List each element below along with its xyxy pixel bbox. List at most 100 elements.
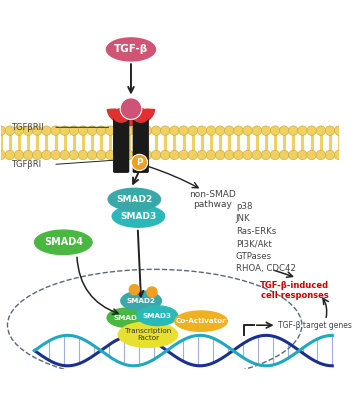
Circle shape — [97, 126, 106, 135]
Circle shape — [60, 126, 69, 135]
Circle shape — [280, 150, 289, 160]
Ellipse shape — [34, 230, 92, 254]
Circle shape — [170, 150, 179, 160]
Circle shape — [334, 126, 344, 135]
Text: Ras-ERKs: Ras-ERKs — [236, 227, 276, 236]
Circle shape — [0, 150, 5, 160]
Ellipse shape — [112, 205, 165, 227]
Circle shape — [106, 126, 115, 135]
Text: SMAD4: SMAD4 — [44, 237, 83, 247]
Text: SMAD2: SMAD2 — [116, 195, 152, 204]
Circle shape — [133, 150, 143, 160]
Circle shape — [14, 126, 24, 135]
Circle shape — [206, 150, 216, 160]
Circle shape — [216, 126, 225, 135]
Circle shape — [115, 150, 124, 160]
Circle shape — [289, 150, 298, 160]
Text: Transcription
Factor: Transcription Factor — [125, 328, 171, 341]
Ellipse shape — [113, 109, 129, 122]
Ellipse shape — [108, 188, 160, 210]
Circle shape — [151, 126, 161, 135]
Circle shape — [142, 126, 152, 135]
Circle shape — [23, 126, 33, 135]
Text: TGFβRI: TGFβRI — [11, 160, 41, 169]
Circle shape — [243, 126, 252, 135]
Circle shape — [131, 154, 147, 170]
Circle shape — [188, 150, 197, 160]
Circle shape — [325, 126, 335, 135]
Text: Co-Activator: Co-Activator — [176, 318, 227, 324]
Circle shape — [69, 126, 79, 135]
Circle shape — [142, 150, 152, 160]
Circle shape — [33, 150, 42, 160]
Circle shape — [316, 150, 326, 160]
FancyArrowPatch shape — [77, 257, 118, 314]
Circle shape — [160, 126, 170, 135]
Ellipse shape — [107, 308, 150, 328]
Circle shape — [280, 126, 289, 135]
Circle shape — [225, 150, 234, 160]
Text: PI3K/Akt: PI3K/Akt — [236, 239, 272, 248]
Circle shape — [42, 150, 51, 160]
Circle shape — [115, 126, 124, 135]
Circle shape — [129, 284, 139, 295]
Circle shape — [78, 150, 88, 160]
Circle shape — [316, 126, 326, 135]
Circle shape — [87, 150, 97, 160]
Circle shape — [179, 150, 188, 160]
Circle shape — [270, 150, 280, 160]
Circle shape — [5, 126, 15, 135]
Circle shape — [216, 150, 225, 160]
Circle shape — [106, 150, 115, 160]
Text: TGF-β: TGF-β — [114, 44, 148, 54]
Circle shape — [147, 287, 157, 297]
Circle shape — [298, 150, 307, 160]
Circle shape — [51, 150, 60, 160]
Circle shape — [325, 150, 335, 160]
Ellipse shape — [106, 38, 155, 61]
Circle shape — [307, 126, 317, 135]
Circle shape — [261, 126, 271, 135]
Text: TGFβRII: TGFβRII — [11, 123, 44, 132]
Circle shape — [252, 126, 261, 135]
Circle shape — [87, 126, 97, 135]
Circle shape — [97, 150, 106, 160]
Text: SMAD2: SMAD2 — [127, 298, 156, 304]
Circle shape — [133, 126, 143, 135]
Text: non-SMAD
pathway: non-SMAD pathway — [189, 190, 236, 209]
Circle shape — [33, 126, 42, 135]
Circle shape — [23, 150, 33, 160]
Text: SMAD4: SMAD4 — [114, 315, 143, 321]
Text: P: P — [136, 158, 143, 167]
Circle shape — [14, 150, 24, 160]
Circle shape — [151, 150, 161, 160]
Circle shape — [234, 150, 243, 160]
Circle shape — [51, 126, 60, 135]
Circle shape — [225, 126, 234, 135]
Circle shape — [307, 150, 317, 160]
Text: JNK: JNK — [236, 214, 250, 223]
Circle shape — [179, 126, 188, 135]
Circle shape — [124, 126, 134, 135]
FancyBboxPatch shape — [113, 116, 129, 173]
Circle shape — [206, 126, 216, 135]
Circle shape — [234, 126, 243, 135]
Circle shape — [0, 126, 5, 135]
Circle shape — [5, 150, 15, 160]
Circle shape — [60, 150, 69, 160]
Circle shape — [78, 126, 88, 135]
Ellipse shape — [137, 306, 178, 326]
Circle shape — [298, 126, 307, 135]
Text: SMAD3: SMAD3 — [143, 313, 172, 319]
Circle shape — [120, 98, 142, 120]
Ellipse shape — [175, 311, 227, 331]
Circle shape — [160, 150, 170, 160]
Circle shape — [69, 150, 79, 160]
Circle shape — [188, 126, 197, 135]
Circle shape — [261, 150, 271, 160]
Circle shape — [197, 150, 207, 160]
Text: RHOA, CDC42: RHOA, CDC42 — [236, 264, 296, 273]
Ellipse shape — [118, 322, 178, 347]
Text: GTPases: GTPases — [236, 252, 272, 261]
Circle shape — [243, 150, 252, 160]
